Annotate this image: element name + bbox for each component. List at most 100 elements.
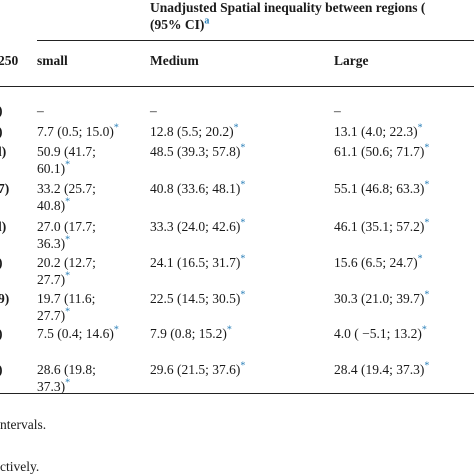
cell-medium-text: 29.6 (21.5; 37.6)	[150, 362, 241, 377]
cell-small-text: 50.9 (41.7;	[37, 144, 96, 159]
significance-marker: *	[233, 122, 239, 134]
cell-small-text: 40.8)	[37, 198, 66, 213]
cell-medium-text: 33.3 (24.0; 42.6)	[150, 219, 241, 234]
significance-marker: *	[417, 253, 423, 265]
cell-small: 37.3)*	[37, 377, 71, 395]
group-title-line1: Unadjusted Spatial inequality between re…	[150, 0, 426, 15]
cell-medium: 48.5 (39.3; 57.8)*	[150, 142, 246, 160]
cell-small: 60.1)*	[37, 159, 71, 177]
cell-large: 55.1 (46.8; 63.3)*	[334, 180, 429, 197]
cell-small: 19.7 (11.6;	[37, 291, 95, 307]
cell-small: 27.7)*	[37, 270, 71, 288]
cell-medium: 12.8 (5.5; 20.2)*	[150, 122, 239, 140]
cell-medium: 24.1 (16.5; 31.7)*	[150, 253, 246, 271]
cell-small: 50.9 (41.7;	[37, 144, 96, 160]
cell-large: 4.0 ( −5.1; 13.2)*	[334, 324, 427, 342]
significance-marker: *	[240, 217, 246, 229]
group-header: Unadjusted Spatial inequality between re…	[150, 0, 425, 16]
cell-large-text: 13.1 (4.0; 22.3)	[334, 124, 418, 139]
cell-large-text: 55.1 (46.8; 63.3)	[334, 181, 425, 196]
cell-small: 7.7 (0.5; 15.0)*	[37, 122, 119, 140]
row-label: l)	[0, 144, 7, 159]
significance-marker: *	[240, 360, 246, 372]
cell-medium: 40.8 (33.6; 48.1)*	[150, 179, 246, 197]
significance-marker: *	[424, 142, 430, 154]
cell-small: 20.2 (12.7;	[37, 255, 96, 271]
cell-small-text: 28.6 (19.8;	[37, 362, 96, 377]
cell-large-text: 15.6 (6.5; 24.7)	[334, 255, 418, 270]
cell-large-text: 30.3 (21.0; 39.7)	[334, 291, 425, 306]
cell-large: 13.1 (4.0; 22.3)*	[334, 122, 423, 140]
significance-marker: *	[424, 217, 430, 229]
cell-medium: 33.3 (24.0; 42.6)*	[150, 217, 246, 235]
significance-marker: *	[417, 122, 423, 134]
significance-marker: *	[424, 360, 430, 372]
significance-marker: *	[240, 253, 246, 265]
cell-small-text: 19.7 (11.6;	[37, 291, 96, 306]
cell-small: 27.0 (17.7;	[37, 219, 96, 235]
cell-large-text: 4.0 ( −5.1; 13.2)	[334, 326, 422, 341]
cell-small: 28.6 (19.8;	[37, 362, 96, 378]
significance-marker: *	[240, 142, 246, 154]
cell-small-text: 33.2 (25.7;	[37, 181, 96, 196]
cell-large-text: –	[334, 103, 341, 118]
significance-marker: *	[65, 270, 71, 282]
significance-marker: *	[65, 159, 71, 171]
column-header-medium: Medium	[150, 53, 199, 68]
significance-marker: *	[424, 289, 430, 301]
row-label: )	[0, 326, 3, 342]
cell-medium-text: 24.1 (16.5; 31.7)	[150, 255, 241, 270]
cell-medium: 7.9 (0.8; 15.2)*	[150, 324, 232, 342]
cell-medium-text: 22.5 (14.5; 30.5)	[150, 291, 241, 306]
cell-medium: 22.5 (14.5; 30.5)*	[150, 289, 246, 307]
left-column-header: 250	[0, 53, 19, 68]
cell-small-text: 60.1)	[37, 161, 66, 176]
footnote-line-1: ntervals.	[0, 417, 47, 432]
significance-marker: *	[226, 324, 232, 336]
cell-small: 27.7)*	[37, 307, 70, 324]
column-header-large: Large	[334, 53, 369, 68]
header-rule-columns	[0, 86, 474, 87]
row-label: 7)	[0, 181, 10, 196]
cell-small-text: 27.7)	[37, 272, 66, 287]
cell-small-text: 7.7 (0.5; 15.0)	[37, 124, 114, 139]
cell-medium: –	[150, 103, 157, 119]
cell-small-text: 36.3)	[37, 236, 66, 251]
row-label: )	[0, 362, 3, 378]
significance-marker: *	[240, 179, 246, 191]
column-header-small: small	[37, 53, 68, 68]
footnote-line-2: ctively.	[0, 459, 40, 474]
cell-small: 40.8)*	[37, 197, 70, 214]
cell-small: 36.3)*	[37, 234, 71, 252]
cell-large: 15.6 (6.5; 24.7)*	[334, 253, 423, 271]
cell-small-text: 20.2 (12.7;	[37, 255, 96, 270]
footnote-marker-a: a	[204, 15, 210, 27]
group-title-line2: (95% CI)	[150, 17, 205, 32]
row-label: )	[0, 255, 3, 271]
cell-small: 33.2 (25.7;	[37, 181, 96, 197]
cell-small: –	[37, 103, 44, 119]
cell-small-text: –	[37, 103, 44, 118]
cell-small-text: 37.3)	[37, 379, 66, 394]
cell-large: –	[334, 103, 341, 119]
significance-marker: *	[113, 324, 119, 336]
cell-medium-text: –	[150, 103, 157, 118]
cell-medium-text: 12.8 (5.5; 20.2)	[150, 124, 234, 139]
cell-large: 28.4 (19.4; 37.3)*	[334, 360, 430, 378]
significance-marker: *	[65, 234, 71, 246]
cell-medium-text: 40.8 (33.6; 48.1)	[150, 181, 241, 196]
cell-small-text: 7.5 (0.4; 14.6)	[37, 326, 114, 341]
row-label: )	[0, 103, 3, 119]
row-label: l)	[0, 219, 7, 234]
significance-marker: *	[65, 377, 71, 389]
cell-large: 30.3 (21.0; 39.7)*	[334, 289, 430, 307]
significance-marker: *	[421, 324, 427, 336]
significance-marker: *	[240, 289, 246, 301]
cell-small: 7.5 (0.4; 14.6)*	[37, 324, 119, 342]
cell-large-text: 28.4 (19.4; 37.3)	[334, 362, 425, 377]
cell-large-text: 46.1 (35.1; 57.2)	[334, 219, 425, 234]
table-bottom-rule	[0, 393, 474, 394]
row-label: 9)	[0, 291, 10, 306]
significance-marker: *	[113, 122, 119, 134]
cell-medium: 29.6 (21.5; 37.6)*	[150, 360, 246, 378]
